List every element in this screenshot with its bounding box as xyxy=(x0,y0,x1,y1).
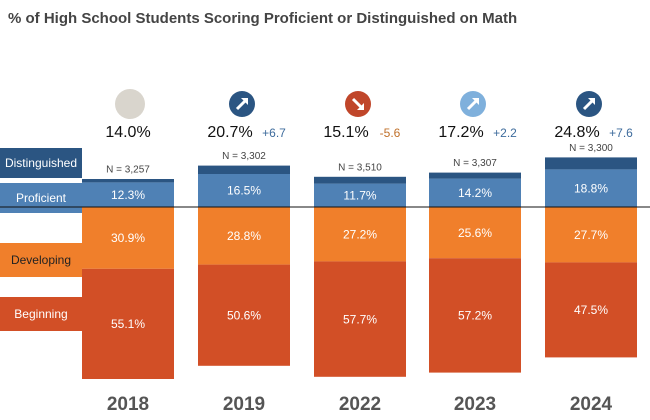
legend-label: Beginning xyxy=(14,307,67,321)
segment-label: 55.1% xyxy=(111,317,145,331)
legend-swatch xyxy=(0,183,82,213)
n-label: N = 3,307 xyxy=(453,158,497,169)
chart-title: % of High School Students Scoring Profic… xyxy=(8,10,517,27)
trend-icon xyxy=(460,91,486,117)
n-label: N = 3,257 xyxy=(106,165,150,176)
bar-segment xyxy=(545,169,637,207)
bar-segment xyxy=(198,207,290,265)
year-label: 2022 xyxy=(339,394,381,415)
bar-segment xyxy=(545,157,637,170)
segment-label: 11.7% xyxy=(343,188,376,202)
bar-segment xyxy=(82,268,174,379)
segment-label: 14.2% xyxy=(458,186,492,200)
segment-label: 16.5% xyxy=(227,184,261,198)
change-label: -5.6 xyxy=(380,126,401,140)
segment-label: 28.8% xyxy=(227,229,261,243)
bar-segment xyxy=(82,179,174,183)
trend-arrowhead xyxy=(472,98,479,105)
bar-segment xyxy=(314,207,406,262)
legend-swatch xyxy=(0,243,82,277)
bar-segment xyxy=(314,183,406,207)
bar-segment xyxy=(314,176,406,184)
n-label: N = 3,510 xyxy=(338,162,382,173)
segment-label: 27.7% xyxy=(574,228,608,242)
bar-segment xyxy=(82,207,174,269)
segment-label: 12.3% xyxy=(111,188,145,202)
total-label: 24.8% xyxy=(554,124,599,141)
segment-label: 47.5% xyxy=(574,303,608,317)
trend-arrowhead xyxy=(241,98,248,105)
bar-segment xyxy=(82,182,174,207)
total-label: 14.0% xyxy=(105,124,150,141)
trend-arrowhead xyxy=(588,98,595,105)
total-label: 15.1% xyxy=(323,124,368,141)
legend-label: Distinguished xyxy=(5,156,77,170)
segment-label: 57.2% xyxy=(458,309,492,323)
n-label: N = 3,302 xyxy=(222,151,266,162)
segment-label: 18.8% xyxy=(574,181,608,195)
bar-segment xyxy=(429,178,521,207)
bar-segment xyxy=(545,262,637,358)
year-label: 2019 xyxy=(223,394,265,415)
segment-label: 27.2% xyxy=(343,227,377,241)
bar-segment xyxy=(198,264,290,366)
legend-label: Proficient xyxy=(16,191,67,205)
trend-icon xyxy=(115,89,145,119)
year-label: 2023 xyxy=(454,394,496,415)
change-label: +6.7 xyxy=(262,126,286,140)
segment-label: 30.9% xyxy=(111,231,145,245)
total-label: 20.7% xyxy=(207,124,252,141)
year-label: 2024 xyxy=(570,394,613,415)
segment-label: 25.6% xyxy=(458,226,492,240)
bar-segment xyxy=(429,172,521,179)
segment-label: 50.6% xyxy=(227,308,261,322)
trend-arrowhead xyxy=(357,103,364,110)
change-label: +2.2 xyxy=(493,126,517,140)
trend-icon xyxy=(576,91,602,117)
year-label: 2018 xyxy=(107,394,149,415)
n-label: N = 3,300 xyxy=(569,143,613,154)
bar-segment xyxy=(198,165,290,174)
bar-segment xyxy=(314,261,406,377)
trend-circle xyxy=(115,89,145,119)
total-label: 17.2% xyxy=(438,124,483,141)
legend-swatch xyxy=(0,297,82,331)
bar-segment xyxy=(429,258,521,373)
trend-icon xyxy=(229,91,255,117)
bar-segment xyxy=(429,207,521,259)
bar-segment xyxy=(198,174,290,207)
trend-icon xyxy=(345,91,371,117)
change-label: +7.6 xyxy=(609,126,633,140)
segment-label: 57.7% xyxy=(343,312,377,326)
legend-swatch xyxy=(0,148,82,178)
legend-label: Developing xyxy=(11,253,71,267)
bar-segment xyxy=(545,207,637,263)
